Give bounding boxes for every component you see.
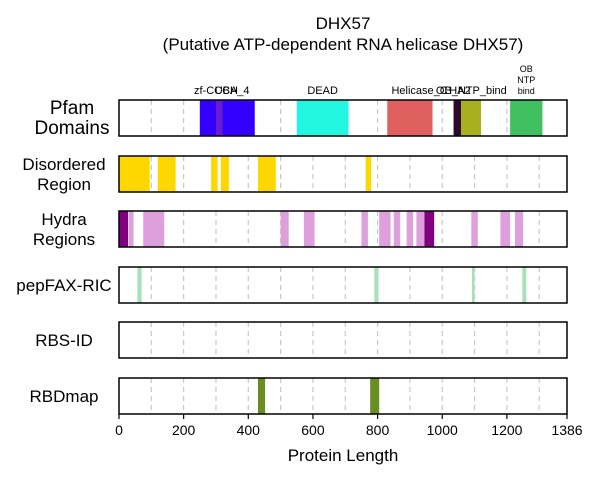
track-rbdmap: RBDmap — [30, 377, 568, 415]
segment-hydra-regions-11 — [471, 211, 478, 247]
tracks: Pfam Domains Disordered Region Hydra Regions p… — [16, 98, 568, 415]
segment-hydra-regions-13 — [514, 211, 524, 247]
segment-hydra-regions-4 — [303, 211, 315, 247]
segment-pfam-domains-1 — [215, 100, 223, 136]
segment-hydra-regions-7 — [393, 211, 401, 247]
segment-disordered-region-3 — [220, 156, 229, 192]
segment-pfam-domains-0 — [199, 100, 255, 136]
x-axis: 0 200 400 600 800 1000 1200 1386 — [115, 414, 583, 438]
row-label-rbs-id: RBS-ID — [35, 331, 93, 350]
segment-hydra-regions-3 — [280, 211, 289, 247]
track-pepfax-ric: pepFAX-RIC — [16, 266, 568, 304]
row-label-disordered-region: Disordered Region — [22, 155, 105, 194]
segment-pfam-domains-4 — [453, 100, 461, 136]
row-label-pepfax-ric: pepFAX-RIC — [16, 276, 111, 295]
x-tick-label-0: 0 — [115, 422, 123, 438]
segment-disordered-region-1 — [157, 156, 176, 192]
domain-label-ha2: HA2 — [449, 85, 470, 97]
segment-disordered-region-2 — [211, 156, 218, 192]
grid-lines — [150, 100, 540, 414]
segment-pepfax-ric-1 — [374, 267, 379, 303]
segment-hydra-regions-8 — [406, 211, 414, 247]
domain-label-ob-ntp-bind: OB_NTP_bind — [436, 85, 507, 97]
segment-pfam-domains-5 — [460, 100, 482, 136]
track-disordered-region: Disordered Region — [22, 155, 568, 194]
segment-rbdmap-1 — [370, 378, 380, 414]
segment-hydra-regions-0 — [119, 211, 129, 247]
segment-pepfax-ric-0 — [137, 267, 142, 303]
chart-subtitle: (Putative ATP-dependent RNA helicase DHX… — [163, 35, 524, 54]
row-label-pfam-domains: Pfam Domains — [35, 98, 110, 139]
segment-disordered-region-5 — [365, 156, 372, 192]
track-frame — [118, 99, 568, 137]
track-frame — [118, 377, 568, 415]
track-rbs-id: RBS-ID — [35, 321, 568, 359]
x-tick-label-1386: 1386 — [551, 422, 582, 438]
track-frame — [118, 321, 568, 359]
domain-label-dead: DEAD — [307, 85, 338, 97]
segment-pfam-domains-6 — [510, 100, 543, 136]
x-tick-label-800: 800 — [366, 422, 390, 438]
row-label-hydra-regions: Hydra Regions — [33, 210, 95, 249]
domain-label-uba-4: UBA_4 — [215, 85, 250, 97]
segment-hydra-regions-5 — [361, 211, 368, 247]
chart-title: DHX57 — [316, 14, 371, 33]
segment-hydra-regions-10 — [424, 211, 435, 247]
track-hydra-regions: Hydra Regions — [33, 210, 568, 249]
segment-hydra-regions-2 — [143, 211, 165, 247]
domain-label-zf-ccch: zf-CCCH — [194, 85, 238, 97]
x-tick-label-600: 600 — [301, 422, 325, 438]
segment-disordered-region-0 — [119, 156, 150, 192]
track-frame — [118, 266, 568, 304]
segment-pfam-domains-3 — [387, 100, 433, 136]
segment-pepfax-ric-2 — [471, 267, 475, 303]
domain-label-ob-ntp-bind-stacked: OB NTP bind — [517, 64, 535, 96]
track-pfam-domains: Pfam Domains — [35, 98, 568, 139]
x-tick-label-400: 400 — [237, 422, 261, 438]
segment-rbdmap-0 — [257, 378, 266, 414]
row-label-rbdmap: RBDmap — [30, 387, 99, 406]
x-tick-label-1200: 1200 — [491, 422, 522, 438]
segment-hydra-regions-12 — [500, 211, 511, 247]
segment-hydra-regions-6 — [379, 211, 391, 247]
segment-disordered-region-4 — [257, 156, 276, 192]
track-frame — [118, 155, 568, 193]
domain-label-helicase-c: Helicase_C — [391, 85, 447, 97]
segment-pfam-domains-2 — [296, 100, 349, 136]
x-tick-label-1000: 1000 — [427, 422, 458, 438]
segment-pepfax-ric-3 — [522, 267, 527, 303]
segment-hydra-regions-1 — [128, 211, 134, 247]
x-axis-label: Protein Length — [288, 446, 399, 465]
x-tick-label-200: 200 — [172, 422, 196, 438]
track-frame — [118, 210, 568, 248]
segment-hydra-regions-9 — [416, 211, 425, 247]
